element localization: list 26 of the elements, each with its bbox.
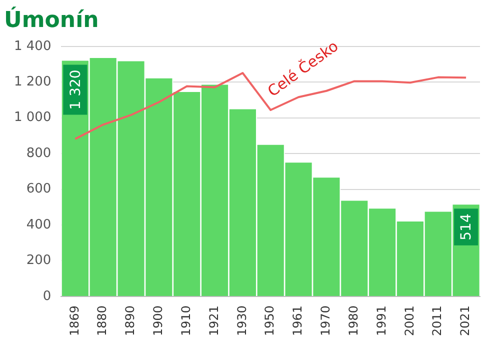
y-tick-label: 200 — [26, 253, 52, 268]
x-tick-label: 1961 — [290, 305, 305, 336]
x-tick-label: 1921 — [206, 305, 221, 336]
x-tick-label: 1970 — [318, 305, 333, 336]
y-tick-label: 800 — [26, 146, 52, 161]
x-tick-label: 2021 — [458, 305, 472, 336]
x-tick-label: 2011 — [430, 305, 444, 336]
data-label: 514 — [458, 214, 475, 240]
y-tick-label: 600 — [26, 182, 52, 197]
x-tick-label: 1880 — [95, 305, 110, 336]
x-tick-label: 1910 — [178, 305, 193, 336]
y-tick-label: 0 — [42, 288, 52, 304]
chart-title: Úmonín — [4, 6, 99, 33]
x-tick-label: 1900 — [151, 305, 166, 336]
x-tick-label: 1890 — [123, 305, 138, 336]
x-tick-label: 1869 — [67, 305, 82, 336]
x-tick-label: 1980 — [346, 305, 360, 336]
y-tick-label: 1 200 — [14, 74, 52, 90]
x-tick-label: 1991 — [374, 305, 388, 336]
y-tick-label: 1 400 — [14, 38, 52, 54]
y-tick-label: 400 — [26, 217, 52, 232]
data-label: 1 320 — [68, 70, 84, 110]
x-tick-label: 1930 — [234, 305, 249, 336]
x-tick-label: 2001 — [402, 305, 416, 336]
x-tick-label: 1950 — [262, 305, 277, 336]
y-tick-label: 1 000 — [14, 110, 52, 126]
